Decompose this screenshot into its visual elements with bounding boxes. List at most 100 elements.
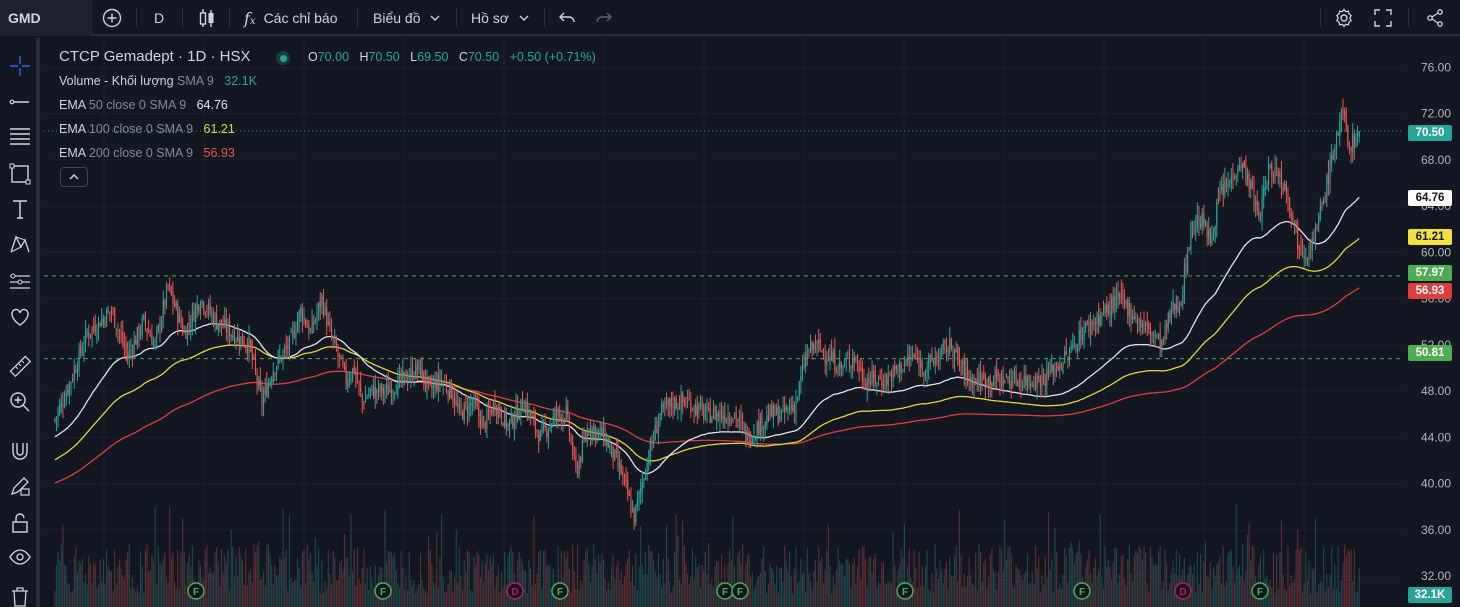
indicators-button[interactable]: fx Các chỉ báo bbox=[244, 0, 338, 36]
candle-body bbox=[1172, 300, 1174, 310]
candle-body bbox=[167, 285, 169, 287]
eye-icon[interactable] bbox=[6, 543, 34, 571]
legend-ema200[interactable]: EMA 200 close 0 SMA 9 56.93 bbox=[59, 146, 235, 160]
volume-bar bbox=[457, 582, 459, 607]
candle-body bbox=[774, 405, 776, 416]
candle-body bbox=[1031, 383, 1033, 387]
candle-body bbox=[1277, 171, 1279, 177]
magnet-icon[interactable] bbox=[6, 437, 34, 465]
volume-bar bbox=[161, 564, 163, 607]
candle-body bbox=[180, 315, 182, 325]
candle-body bbox=[1332, 155, 1334, 160]
zoom-in-icon[interactable] bbox=[6, 388, 34, 416]
volume-bar bbox=[738, 550, 740, 607]
volume-bar bbox=[890, 582, 893, 607]
legend-collapse-button[interactable] bbox=[60, 167, 88, 187]
volume-bar bbox=[512, 552, 514, 607]
volume-bar bbox=[99, 560, 101, 607]
volume-bar bbox=[238, 547, 240, 607]
candle-body bbox=[475, 400, 477, 404]
candle-body bbox=[892, 367, 894, 381]
volume-bar bbox=[871, 572, 873, 607]
volume-bar bbox=[1136, 553, 1139, 607]
interval-button[interactable]: D bbox=[154, 0, 164, 36]
candle-body bbox=[787, 408, 789, 411]
candle-body bbox=[1023, 375, 1025, 381]
candle-body bbox=[810, 342, 812, 353]
ruler-icon[interactable] bbox=[6, 352, 34, 380]
chart-menu-button[interactable]: Biểu đồ bbox=[373, 0, 444, 36]
candle-body bbox=[1122, 289, 1124, 300]
redo-icon[interactable] bbox=[594, 0, 614, 36]
candle-style-icon[interactable] bbox=[197, 0, 217, 36]
candle-body bbox=[1211, 236, 1213, 245]
candle-body bbox=[1145, 322, 1147, 328]
candle-body bbox=[112, 310, 114, 312]
volume-bars bbox=[54, 504, 1360, 607]
candle-body bbox=[463, 402, 465, 422]
candle-body bbox=[806, 351, 808, 356]
text-tool-icon[interactable] bbox=[6, 195, 34, 223]
candle-body bbox=[293, 331, 295, 338]
legend-ema100[interactable]: EMA 100 close 0 SMA 9 61.21 bbox=[59, 122, 235, 136]
volume-bar bbox=[271, 565, 273, 607]
candle-body bbox=[394, 393, 396, 395]
candle-body bbox=[1043, 373, 1045, 380]
candle-body bbox=[565, 406, 567, 420]
lock-pencil-icon[interactable] bbox=[6, 472, 34, 500]
volume-bar bbox=[989, 554, 991, 607]
trash-icon[interactable] bbox=[6, 583, 34, 607]
fullscreen-icon[interactable] bbox=[1373, 0, 1393, 36]
candle-body bbox=[1112, 295, 1114, 310]
candle-body bbox=[589, 429, 592, 434]
undo-icon[interactable] bbox=[557, 0, 577, 36]
candle-body bbox=[1303, 256, 1305, 259]
rectangle-icon[interactable] bbox=[6, 160, 34, 188]
volume-bar bbox=[1280, 520, 1283, 607]
compare-add-icon[interactable] bbox=[101, 0, 123, 36]
volume-bar bbox=[368, 589, 370, 607]
volume-bar bbox=[1111, 579, 1113, 607]
volume-bar bbox=[332, 550, 334, 607]
volume-bar bbox=[1038, 556, 1040, 607]
projection-icon[interactable] bbox=[6, 268, 34, 296]
candle-body bbox=[1214, 226, 1216, 238]
volume-bar bbox=[805, 591, 807, 607]
volume-bar bbox=[541, 588, 543, 607]
lines-icon[interactable] bbox=[6, 122, 34, 150]
volume-bar bbox=[790, 576, 792, 607]
crosshair-icon[interactable] bbox=[6, 52, 34, 80]
profile-menu-button[interactable]: Hồ sơ bbox=[471, 0, 533, 36]
heart-icon[interactable] bbox=[6, 303, 34, 331]
candle-body bbox=[572, 442, 574, 456]
volume-bar bbox=[322, 592, 325, 607]
volume-bar bbox=[858, 549, 860, 607]
share-icon[interactable] bbox=[1425, 0, 1445, 36]
volume-bar bbox=[1125, 586, 1127, 607]
volume-bar bbox=[937, 579, 939, 607]
candle-body bbox=[991, 383, 993, 386]
volume-bar bbox=[352, 571, 354, 607]
symbol-search[interactable]: GMD bbox=[0, 0, 92, 36]
volume-bar bbox=[1344, 544, 1346, 607]
candle-body bbox=[413, 377, 415, 380]
trend-line-icon[interactable] bbox=[6, 88, 34, 116]
candle-body bbox=[267, 383, 269, 397]
candle-body bbox=[868, 377, 870, 383]
candle-body bbox=[1250, 180, 1252, 189]
legend-volume[interactable]: Volume - Khối lượng SMA 9 32.1K bbox=[59, 74, 257, 88]
lock-icon[interactable] bbox=[6, 509, 34, 537]
candle-body bbox=[91, 327, 93, 335]
legend-ema50[interactable]: EMA 50 close 0 SMA 9 64.76 bbox=[59, 98, 228, 112]
candle-body bbox=[76, 369, 79, 373]
candle-body bbox=[298, 310, 300, 323]
pattern-icon[interactable] bbox=[6, 230, 34, 258]
candle-body bbox=[1080, 327, 1082, 340]
gear-icon[interactable] bbox=[1333, 0, 1355, 36]
candle-body bbox=[1004, 380, 1006, 384]
candle-body bbox=[1310, 251, 1312, 253]
candle-body bbox=[792, 405, 794, 412]
candle-body bbox=[1195, 225, 1197, 231]
candle-body bbox=[599, 427, 601, 430]
